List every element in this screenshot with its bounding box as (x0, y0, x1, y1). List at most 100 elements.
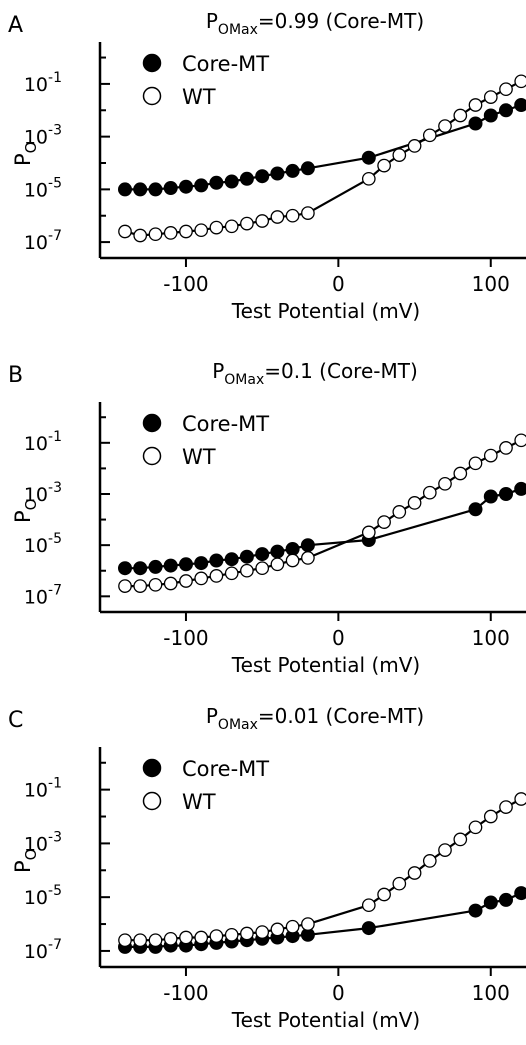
data-point (270, 210, 285, 224)
title-subscript: OMax (218, 717, 258, 733)
y-tick-label: 10-1 (24, 70, 62, 96)
data-point (224, 552, 239, 567)
data-point (438, 119, 452, 133)
y-label-subscript: O (22, 142, 40, 154)
x-tick-label: 0 (332, 626, 345, 650)
data-point (255, 925, 270, 939)
data-point (514, 74, 526, 89)
y-tick-label: 10-5 (24, 883, 62, 909)
data-point (148, 559, 163, 574)
y-tick-label: 10-5 (24, 531, 62, 557)
legend-marker-filled (142, 413, 162, 433)
data-point (499, 82, 513, 97)
data-point (163, 181, 178, 195)
legend-marker-filled (142, 53, 162, 73)
data-point (270, 922, 285, 937)
y-tick-label: 10-5 (24, 175, 62, 201)
fit-line (124, 78, 526, 237)
y-tick-base: 10 (24, 179, 48, 201)
y-tick-label: 10-3 (24, 829, 62, 855)
y-label-subscript: O (22, 499, 40, 511)
data-point (422, 485, 437, 500)
data-point (194, 178, 209, 193)
data-point (255, 169, 270, 184)
legend-label: Core-MT (182, 757, 269, 781)
data-point (255, 561, 270, 576)
y-tick-exponent: -3 (48, 123, 62, 139)
legend: Core-MT WT (142, 52, 269, 109)
y-tick-exponent: -5 (48, 531, 62, 547)
data-point (209, 569, 224, 583)
data-point (194, 930, 209, 945)
x-tick-label: 0 (332, 272, 345, 296)
data-point (255, 214, 270, 228)
data-point (163, 576, 178, 591)
data-point (468, 820, 483, 835)
title-main: P (206, 9, 218, 33)
data-point (133, 182, 148, 197)
legend-label: WT (182, 445, 216, 469)
y-label-subscript: O (22, 849, 40, 861)
y-tick-exponent: -7 (48, 228, 62, 244)
y-tick-label: 10-1 (24, 429, 62, 455)
fit-line (125, 890, 526, 948)
y-tick-exponent: -7 (48, 937, 62, 953)
data-point (301, 551, 315, 565)
data-point (179, 224, 193, 239)
series-wt (118, 433, 526, 593)
data-point (179, 930, 193, 945)
y-tick-base: 10 (24, 433, 48, 455)
y-tick-exponent: -1 (48, 776, 62, 792)
y-axis-label: PO (11, 142, 40, 166)
data-point (361, 898, 376, 913)
data-point (148, 933, 163, 948)
title-subscript: OMax (224, 372, 264, 388)
x-tick-label: -100 (163, 272, 208, 296)
data-point (438, 843, 452, 857)
data-point (118, 182, 132, 197)
data-point (133, 561, 148, 576)
data-point (392, 876, 407, 891)
data-point (514, 481, 526, 496)
data-point (514, 433, 526, 448)
data-point (148, 577, 163, 592)
x-tick-label: -100 (163, 981, 208, 1005)
data-point (118, 579, 132, 593)
legend-label: WT (182, 85, 216, 109)
data-point (407, 496, 422, 510)
data-point (118, 933, 132, 948)
data-point (453, 466, 468, 481)
data-point (194, 556, 209, 571)
data-point (453, 108, 468, 123)
data-point (361, 171, 376, 186)
y-tick-base: 10 (24, 74, 48, 96)
y-tick-base: 10 (24, 887, 48, 909)
y-tick-exponent: -5 (48, 175, 62, 191)
fit-line (125, 103, 526, 191)
y-tick-base: 10 (24, 586, 48, 608)
chart-title: POMax=0.1 (Core-MT) (212, 359, 418, 388)
panel-label: A (8, 13, 23, 38)
chart-panel-c: C POMax=0.01 (Core-MT)10-110-310-510-7-10… (8, 704, 526, 1032)
data-point (118, 561, 132, 576)
data-point (499, 800, 513, 814)
panel-label: B (8, 363, 23, 388)
data-point (209, 553, 224, 568)
y-label-main: P (11, 860, 35, 873)
data-point (483, 90, 498, 104)
data-point (240, 216, 254, 231)
data-point (392, 148, 407, 162)
data-point (483, 489, 498, 504)
data-point (422, 854, 437, 868)
data-point (483, 895, 498, 910)
data-point (285, 208, 300, 223)
data-point (300, 538, 315, 553)
data-point (270, 166, 285, 181)
chart-title: POMax=0.01 (Core-MT) (206, 704, 424, 733)
data-point (179, 179, 193, 194)
y-tick-label: 10-7 (24, 582, 62, 608)
x-axis-label: Test Potential (mV) (231, 1008, 421, 1032)
data-point (148, 182, 163, 197)
data-point (468, 116, 483, 131)
